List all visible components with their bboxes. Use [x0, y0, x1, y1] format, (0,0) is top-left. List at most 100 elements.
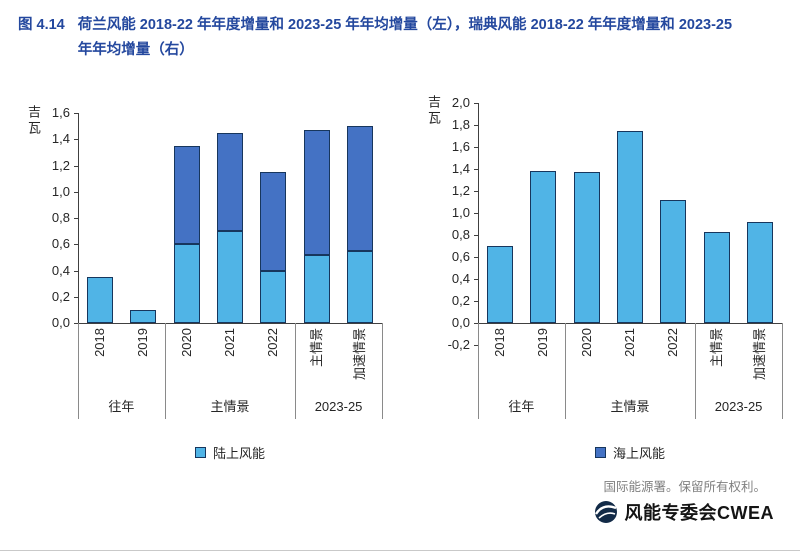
y-tick-mark: [74, 218, 78, 219]
bar-segment: [86, 277, 113, 323]
cwea-logo-icon: [594, 501, 617, 523]
bar-segment: [703, 231, 730, 323]
bar-segment: [217, 132, 243, 232]
y-tick-mark: [74, 139, 78, 141]
y-tick-mark: [474, 345, 478, 346]
y-tick-label: 1,8: [451, 117, 470, 132]
y-tick-mark: [474, 169, 478, 170]
y-tick-mark: [74, 244, 78, 246]
figure-number: 图 4.14: [18, 17, 65, 33]
y-tick-mark: [74, 323, 78, 324]
x-category-label: 2019: [535, 328, 551, 357]
y-tick-mark: [474, 213, 478, 214]
y-tick-mark: [474, 323, 478, 324]
category-group-separator: [478, 323, 479, 419]
x-category-label: 2021: [222, 328, 237, 357]
y-tick-mark: [474, 301, 478, 302]
y-tick-mark: [474, 279, 478, 280]
x-category-label: 加速情景: [752, 328, 768, 381]
x-category-label: 2022: [665, 328, 681, 357]
y-tick-mark: [74, 191, 78, 193]
cwea-logo: 风能专委会CWEA: [593, 499, 775, 525]
x-category-label: 加速情景: [352, 328, 368, 381]
x-group-label: 2023-25: [314, 399, 363, 414]
category-group-separator: [382, 323, 383, 419]
bar-segment: [530, 171, 557, 323]
bar-segment: [173, 145, 200, 245]
category-group-separator: [782, 323, 783, 419]
x-category-label: 2019: [135, 328, 151, 357]
x-group-label: 主情景: [610, 399, 650, 414]
y-tick-label: 0,6: [51, 236, 70, 252]
x-category-label: 主情景: [708, 328, 724, 368]
y-tick-label: 0,0: [451, 315, 470, 330]
chart-netherlands-wind: 吉瓦 1,6 1,4 1,2 1,0 0,8 0,6 0,4 0,2 0,0 2018 2019 202…: [18, 95, 388, 475]
category-group-separator: [695, 323, 696, 419]
x-group-label: 2023-25: [714, 399, 763, 414]
y-tick-label: 1,6: [51, 105, 70, 120]
category-group-separator: [295, 323, 296, 419]
bar-segment: [260, 270, 287, 323]
bar-segment: [217, 231, 243, 323]
x-group-label: 主情景: [210, 399, 250, 414]
y-tick-label: 0,2: [451, 293, 470, 308]
y-tick-label: 2,0: [451, 95, 470, 110]
y-axis-line: [478, 103, 479, 345]
legend-label: 陆上风能: [212, 446, 265, 461]
bar-segment: [486, 246, 513, 323]
y-tick-label: 0,4: [51, 262, 70, 278]
y-tick-mark: [74, 113, 78, 114]
y-tick-mark: [474, 257, 478, 258]
y-axis-line: [78, 113, 79, 323]
bar-segment: [303, 254, 330, 323]
y-tick-label: 1,0: [51, 183, 70, 199]
x-group-label: 往年: [108, 399, 135, 414]
y-tick-mark: [74, 165, 78, 167]
y-tick-label: 0,2: [51, 288, 70, 304]
y-tick-mark: [474, 235, 478, 236]
y-tick-mark: [474, 125, 478, 126]
y-tick-label: 1,0: [451, 205, 470, 220]
x-category-label: 2021: [622, 328, 637, 357]
figure-title-text: 荷兰风能 2018-22 年年度增量和 2023-25 年年均增量（左），瑞典风…: [77, 17, 733, 58]
y-tick-label: 1,6: [451, 139, 470, 154]
bar-segment: [747, 221, 774, 323]
category-group-separator: [78, 323, 79, 419]
bar-segment: [303, 130, 330, 255]
bar-segment: [617, 130, 643, 323]
bar-segment: [660, 199, 687, 323]
x-category-label: 2018: [91, 328, 107, 357]
y-tick-label: 0,0: [51, 315, 70, 330]
x-axis-line: [78, 323, 382, 324]
x-category-label: 2022: [265, 328, 281, 357]
legend-label: 海上风能: [612, 446, 665, 461]
y-tick-label: 1,2: [51, 157, 70, 173]
bar-segment: [347, 126, 374, 251]
y-axis-unit-label: 吉瓦: [26, 105, 41, 137]
bar-segment: [173, 244, 200, 323]
y-tick-label: 0,8: [51, 210, 70, 225]
x-category-label: 主情景: [308, 328, 324, 368]
cwea-logo-text: 风能专委会CWEA: [624, 503, 774, 523]
bar-segment: [347, 250, 374, 323]
bar-segment: [260, 172, 287, 271]
y-tick-mark: [474, 147, 478, 148]
category-group-separator: [165, 323, 166, 419]
y-tick-label: 1,4: [451, 161, 470, 176]
x-category-label: 2018: [491, 328, 507, 357]
x-axis-line: [478, 323, 782, 324]
copyright-text: 国际能源署。保留所有权利。: [603, 480, 766, 494]
y-tick-mark: [74, 270, 78, 272]
y-tick-mark: [74, 296, 78, 298]
chart-legend: 海上风能: [478, 443, 782, 462]
y-tick-label: -0,2: [447, 337, 470, 352]
y-tick-mark: [474, 103, 478, 104]
y-tick-label: 0,6: [451, 249, 470, 264]
legend-swatch: [194, 447, 206, 458]
y-tick-mark: [474, 191, 478, 192]
x-group-label: 往年: [508, 399, 535, 414]
x-category-label: 2020: [578, 328, 594, 357]
chart-legend: 陆上风能: [78, 443, 382, 462]
y-tick-label: 1,4: [51, 131, 70, 147]
